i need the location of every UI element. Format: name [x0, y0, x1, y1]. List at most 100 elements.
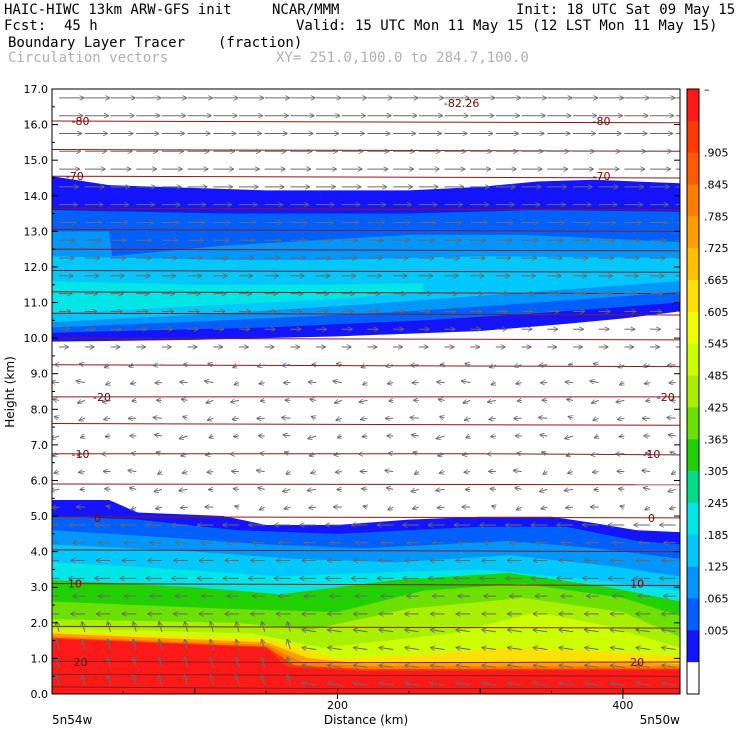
circulation-vector-330 [181, 454, 188, 456]
circulation-vector-250 [52, 507, 60, 508]
circulation-vector-367 [491, 436, 496, 437]
circulation-vector-369 [540, 435, 548, 436]
isotherm-13 [52, 312, 680, 316]
circulation-vector-53 [133, 640, 136, 650]
circulation-vector-407 [231, 400, 240, 402]
circulation-vector-360 [308, 436, 317, 439]
circulation-vector-277 [105, 489, 111, 490]
circulation-vector-29 [159, 657, 162, 668]
circulation-vector-81 [210, 622, 213, 632]
circulation-vector-4 [159, 675, 162, 686]
circulation-vector-329 [156, 452, 163, 454]
y-tick-label-8: 8.0 [31, 403, 49, 416]
circulation-vector-425 [52, 382, 60, 383]
y-axis-label: Height (km) [3, 356, 17, 427]
circulation-vector-253 [131, 507, 137, 510]
circulation-vector-6 [210, 675, 213, 686]
circulation-vector-252 [106, 506, 110, 507]
circulation-vector-386 [336, 418, 342, 420]
colorbar-swatch-8 [687, 343, 699, 377]
circulation-vector-264 [413, 507, 419, 509]
circulation-vector-402 [102, 400, 111, 402]
y-axis: 0.0 1.0 2.0 3.0 4.0 5.0 6.0 7.0 8.0 9.0 10.0 11.0 12… [24, 83, 680, 701]
circulation-vector-15 [431, 683, 445, 685]
circulation-vector-61 [328, 648, 342, 650]
circulation-vector-24 [662, 683, 676, 685]
colorbar-swatch-11 [687, 439, 699, 472]
circulation-vector-301 [79, 472, 85, 473]
circulation-vector-290 [436, 489, 445, 490]
circulation-vector-423 [646, 400, 650, 401]
circulation-vector-325 [52, 454, 60, 456]
isotherm-21 [52, 120, 680, 124]
colorbar-label-10: .365 [704, 433, 729, 446]
colorbar-swatch-3 [687, 184, 699, 217]
model-title: HAIC-HIWC 13km ARW-GFS init [4, 2, 232, 18]
contour-label-13: 20 [74, 656, 88, 669]
x-axis-label: Distance (km) [324, 713, 408, 727]
circulation-vector-9 [287, 675, 290, 686]
circulation-vector-75 [56, 622, 59, 632]
colorbar-label-2: .845 [704, 179, 729, 192]
circulation-vector-440 [437, 382, 445, 383]
isotherm-7 [52, 483, 680, 486]
circulation-vector-349 [670, 452, 676, 454]
colorbar-swatch-7 [687, 311, 699, 345]
colorbar-swatch-4 [687, 216, 699, 249]
circulation-vector-55 [185, 640, 188, 650]
circulation-vector-459 [282, 365, 291, 366]
x-end-location: 5n50w [640, 713, 681, 727]
circulation-vector-67 [482, 648, 496, 650]
circulation-vector-438 [387, 383, 394, 384]
colorbar-swatch-18 [687, 662, 699, 695]
circulation-vector-287 [362, 489, 368, 490]
circulation-vector-35 [302, 665, 317, 667]
circulation-vector-446 [590, 381, 599, 383]
circulation-vector-25 [56, 657, 59, 668]
circulation-vector-79 [159, 622, 162, 632]
circulation-vector-320 [568, 472, 574, 474]
circulation-vector-50 [56, 640, 59, 650]
circulation-vector-89 [405, 630, 419, 632]
circulation-vector-94 [533, 630, 548, 632]
circulation-vector-345 [566, 454, 574, 456]
circulation-vector-5 [185, 675, 188, 686]
circulation-vector-97 [610, 630, 625, 632]
circulation-vector-7 [236, 675, 239, 686]
circulation-vector-292 [490, 489, 496, 490]
circulation-vector-458 [257, 365, 265, 367]
circulation-vector-321 [592, 472, 599, 473]
circulation-vector-346 [591, 454, 599, 455]
circulation-vector-265 [437, 507, 445, 508]
circulation-vector-313 [385, 470, 394, 471]
circulation-vector-315 [439, 472, 445, 474]
circulation-vector-319 [543, 472, 547, 475]
circulation-vector-472 [618, 365, 625, 368]
circulation-vector-334 [285, 452, 291, 454]
contour-label-5: -20 [93, 391, 111, 404]
circulation-vector-34 [287, 657, 290, 668]
contour-label-12: 10 [630, 578, 644, 591]
circulation-vector-72 [610, 648, 625, 650]
circulation-vector-474 [667, 365, 676, 366]
circulation-vector-84 [287, 622, 290, 632]
circulation-vector-341 [462, 454, 471, 455]
colorbar-label-3: .785 [704, 210, 729, 223]
circulation-vector-77 [108, 622, 111, 632]
y-tick-label-5: 5.0 [31, 510, 49, 523]
circulation-vector-375 [54, 416, 59, 418]
circulation-vector-20 [559, 683, 574, 685]
circulation-vector-356 [209, 436, 213, 438]
circulation-vector-283 [258, 488, 265, 490]
circulation-vector-422 [616, 400, 625, 402]
circulation-vector-428 [130, 383, 137, 384]
circulation-vector-355 [179, 436, 188, 439]
colorbar-swatch-13 [687, 502, 699, 536]
contour-label-11: 10 [68, 578, 82, 591]
colorbar-swatch-10 [687, 407, 699, 440]
circulation-vector-456 [208, 364, 214, 365]
colorbar-label-1: .905 [704, 147, 729, 160]
y-tick-label-12: 12.0 [24, 261, 49, 274]
circulation-vector-52 [108, 640, 111, 650]
